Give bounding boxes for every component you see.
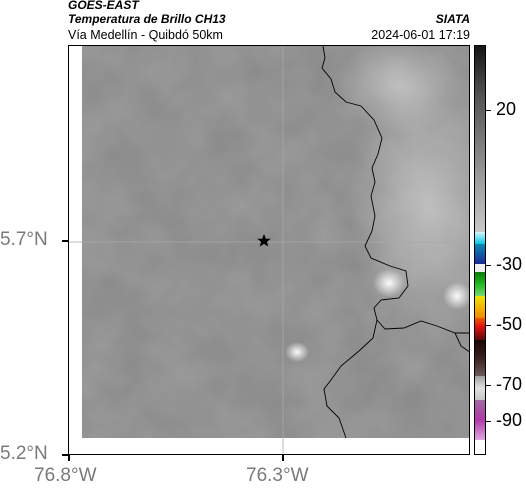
x-tick [282, 455, 284, 461]
lat-label: 5.7°N [0, 229, 48, 250]
bright-cloud-spot [285, 342, 309, 362]
department-boundary [321, 46, 469, 334]
y-tick [62, 454, 68, 456]
lat-label: 5.2°N [0, 443, 48, 464]
colorbar-tick [486, 110, 491, 111]
bright-cloud-spot [373, 269, 405, 297]
colorbar-tick [486, 421, 491, 422]
y-tick [62, 240, 68, 242]
colorbar-label: -30 [496, 254, 523, 274]
star-icon[interactable] [257, 234, 271, 247]
colorbar-label: -50 [496, 314, 523, 334]
colorbar-label: -70 [496, 374, 523, 394]
agency-label: SIATA [435, 12, 470, 26]
colorbar-label: -90 [496, 410, 523, 430]
product-title: Temperatura de Brillo CH13 [68, 12, 226, 26]
lon-label: 76.8°W [34, 465, 97, 486]
department-boundary [323, 319, 378, 439]
satellite-map[interactable] [68, 45, 470, 455]
colorbar-label: 20 [496, 99, 517, 119]
colorbar [474, 45, 486, 455]
lon-label: 76.3°W [246, 465, 309, 486]
timestamp-label: 2024-06-01 17:19 [371, 28, 470, 42]
x-tick [68, 455, 70, 461]
satellite-title: GOES-EAST [68, 0, 139, 12]
colorbar-tick [486, 385, 491, 386]
colorbar-tick [486, 325, 491, 326]
department-boundary [454, 332, 469, 353]
bright-cloud-spot [443, 282, 469, 310]
colorbar-tick [486, 265, 491, 266]
map-image [69, 46, 469, 454]
location-subtitle: Vía Medellín - Quibdó 50km [68, 28, 223, 42]
